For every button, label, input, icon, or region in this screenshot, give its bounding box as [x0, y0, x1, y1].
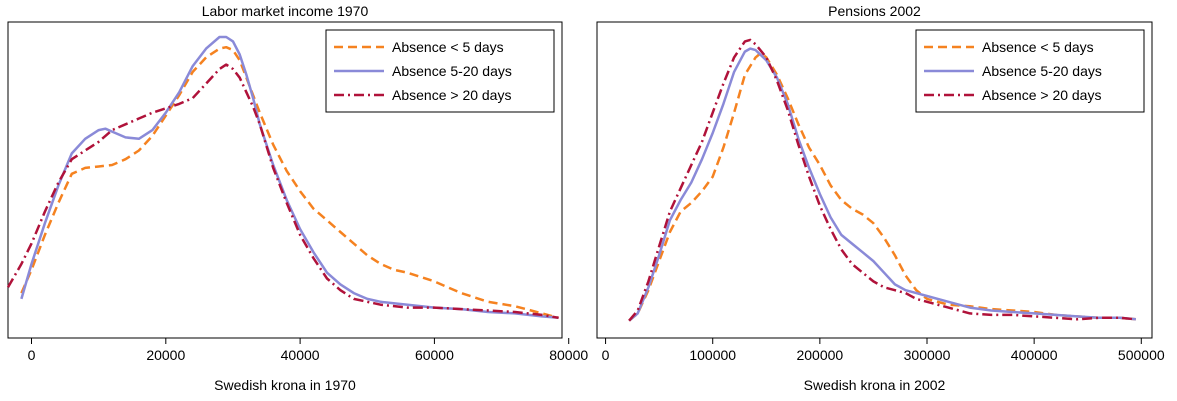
x-tick-label: 0	[602, 347, 610, 363]
legend-label-3: Absence > 20 days	[982, 87, 1101, 103]
plot-frame	[596, 21, 1153, 339]
chart-title: Labor market income 1970	[202, 3, 369, 19]
series-line-2	[628, 47, 1137, 322]
legend: Absence < 5 days Absence 5-20 days Absence…	[915, 29, 1145, 113]
x-tick-label: 200000	[796, 347, 843, 363]
x-tick-label: 300000	[904, 347, 951, 363]
series-line-3	[6, 63, 559, 320]
chart-panel-1: Labor market income 1970 0 20000 40000 60000…	[6, 3, 588, 393]
series-line-2	[20, 35, 559, 320]
x-tick-label: 400000	[1011, 347, 1058, 363]
x-axis-label: Swedish krona in 1970	[214, 377, 356, 393]
legend-label-2: Absence 5-20 days	[392, 63, 512, 79]
legend-label-3: Absence > 20 days	[392, 87, 511, 103]
legend-label-1: Absence < 5 days	[982, 39, 1094, 55]
chart-panel-2: Pensions 2002 0 100000 200000 300000 400000 50…	[596, 3, 1165, 393]
x-axis-label: Swedish krona in 2002	[804, 377, 946, 393]
x-tick-label: 500000	[1118, 347, 1165, 363]
series-line-3	[628, 38, 1137, 322]
x-tick-label: 100000	[689, 347, 736, 363]
x-tick-label: 20000	[146, 347, 185, 363]
plot-frame	[7, 21, 563, 339]
x-tick-label: 40000	[281, 347, 320, 363]
x-tick-label: 60000	[415, 347, 454, 363]
legend: Absence < 5 days Absence 5-20 days Absence…	[325, 29, 555, 113]
chart-title: Pensions 2002	[828, 3, 921, 19]
legend-label-2: Absence 5-20 days	[982, 63, 1102, 79]
series-line-1	[628, 51, 1137, 322]
x-tick-label: 80000	[549, 347, 588, 363]
x-tick-label: 0	[28, 347, 36, 363]
legend-label-1: Absence < 5 days	[392, 39, 504, 55]
